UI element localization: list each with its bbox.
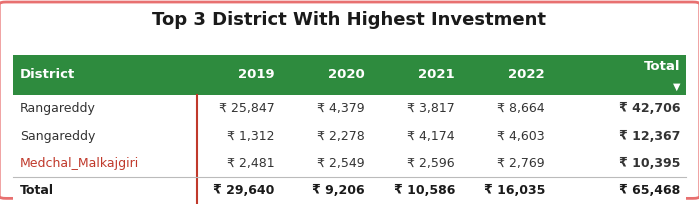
Text: ₹ 16,035: ₹ 16,035 [484, 184, 545, 197]
Text: Total: Total [20, 184, 54, 197]
Text: Rangareddy: Rangareddy [20, 102, 96, 115]
Text: ₹ 65,468: ₹ 65,468 [619, 184, 680, 197]
Text: 2020: 2020 [328, 68, 365, 81]
Text: ₹ 4,379: ₹ 4,379 [317, 102, 365, 115]
Bar [13, 122, 686, 150]
Text: ₹ 29,640: ₹ 29,640 [213, 184, 275, 197]
Text: ▼: ▼ [673, 82, 680, 92]
Text: ₹ 2,769: ₹ 2,769 [498, 157, 545, 170]
Text: ₹ 2,278: ₹ 2,278 [317, 130, 365, 143]
Text: ₹ 4,174: ₹ 4,174 [408, 130, 455, 143]
Text: ₹ 4,603: ₹ 4,603 [498, 130, 545, 143]
Text: ₹ 25,847: ₹ 25,847 [219, 102, 275, 115]
Text: District: District [20, 68, 75, 81]
Bar [13, 55, 686, 95]
Text: ₹ 3,817: ₹ 3,817 [408, 102, 455, 115]
Text: ₹ 2,596: ₹ 2,596 [408, 157, 455, 170]
Text: ₹ 10,586: ₹ 10,586 [394, 184, 455, 197]
Text: ₹ 10,395: ₹ 10,395 [619, 157, 680, 170]
Text: ₹ 1,312: ₹ 1,312 [227, 130, 275, 143]
Bar [13, 177, 686, 204]
Text: Medchal_Malkajgiri: Medchal_Malkajgiri [20, 157, 139, 170]
Text: ₹ 42,706: ₹ 42,706 [619, 102, 680, 115]
Bar [13, 150, 686, 177]
Text: Sangareddy: Sangareddy [20, 130, 96, 143]
Text: ₹ 2,549: ₹ 2,549 [317, 157, 365, 170]
Text: ₹ 2,481: ₹ 2,481 [227, 157, 275, 170]
Text: Top 3 District With Highest Investment: Top 3 District With Highest Investment [152, 11, 547, 29]
Bar [13, 95, 686, 122]
Text: 2021: 2021 [418, 68, 455, 81]
Text: 2019: 2019 [238, 68, 275, 81]
Text: ₹ 9,206: ₹ 9,206 [312, 184, 365, 197]
Text: ₹ 12,367: ₹ 12,367 [619, 130, 680, 143]
FancyBboxPatch shape [0, 2, 699, 198]
Text: Total: Total [644, 60, 680, 73]
Text: 2022: 2022 [508, 68, 545, 81]
Text: ₹ 8,664: ₹ 8,664 [498, 102, 545, 115]
